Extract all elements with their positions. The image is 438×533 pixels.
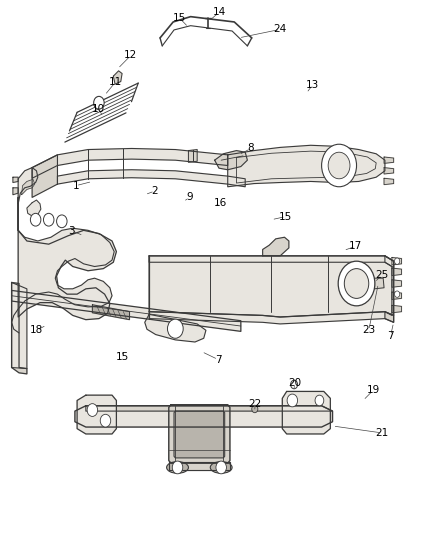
Polygon shape xyxy=(149,256,394,317)
Polygon shape xyxy=(392,257,402,265)
Polygon shape xyxy=(86,406,332,411)
Text: 20: 20 xyxy=(288,378,301,389)
Polygon shape xyxy=(32,149,228,178)
Circle shape xyxy=(30,213,41,226)
Polygon shape xyxy=(77,395,117,434)
Polygon shape xyxy=(392,292,402,300)
Text: 12: 12 xyxy=(124,51,138,60)
Polygon shape xyxy=(21,179,35,195)
Polygon shape xyxy=(174,411,225,458)
Polygon shape xyxy=(392,305,402,313)
Polygon shape xyxy=(57,169,245,187)
Polygon shape xyxy=(12,282,27,368)
Circle shape xyxy=(287,394,297,407)
Circle shape xyxy=(87,403,98,416)
Circle shape xyxy=(395,291,400,297)
Polygon shape xyxy=(12,290,241,332)
Text: 21: 21 xyxy=(375,428,389,438)
Text: 14: 14 xyxy=(212,7,226,18)
Circle shape xyxy=(100,414,111,427)
Text: 24: 24 xyxy=(273,25,287,35)
Polygon shape xyxy=(12,204,114,333)
Polygon shape xyxy=(13,188,18,195)
Polygon shape xyxy=(145,314,206,342)
Polygon shape xyxy=(113,71,122,84)
Text: 1: 1 xyxy=(72,181,79,191)
Text: 15: 15 xyxy=(279,212,293,222)
Circle shape xyxy=(94,96,104,109)
Polygon shape xyxy=(283,391,330,434)
Polygon shape xyxy=(149,256,394,268)
Circle shape xyxy=(290,380,297,389)
Polygon shape xyxy=(215,151,247,169)
Circle shape xyxy=(344,269,369,298)
Text: 18: 18 xyxy=(30,325,43,335)
Circle shape xyxy=(216,461,226,474)
Polygon shape xyxy=(169,405,230,463)
Circle shape xyxy=(43,213,54,226)
Circle shape xyxy=(338,261,375,306)
Polygon shape xyxy=(149,312,394,324)
Text: 25: 25 xyxy=(375,270,389,280)
Polygon shape xyxy=(384,157,394,164)
Polygon shape xyxy=(384,167,394,174)
Text: 7: 7 xyxy=(387,330,394,341)
Text: 15: 15 xyxy=(173,13,186,23)
Polygon shape xyxy=(169,462,230,470)
Polygon shape xyxy=(263,237,289,256)
Circle shape xyxy=(172,461,183,474)
Polygon shape xyxy=(374,278,384,289)
Polygon shape xyxy=(18,197,117,320)
Text: 19: 19 xyxy=(367,385,380,395)
Ellipse shape xyxy=(210,462,232,473)
Text: 13: 13 xyxy=(306,80,319,90)
Text: 17: 17 xyxy=(349,241,362,251)
Text: 15: 15 xyxy=(116,352,129,362)
Polygon shape xyxy=(27,200,41,216)
Polygon shape xyxy=(13,177,18,182)
Polygon shape xyxy=(385,256,394,322)
Circle shape xyxy=(328,152,350,179)
Polygon shape xyxy=(18,167,38,204)
Circle shape xyxy=(315,395,324,406)
Circle shape xyxy=(321,144,357,187)
Text: 23: 23 xyxy=(362,325,375,335)
Circle shape xyxy=(395,258,400,264)
Text: 3: 3 xyxy=(69,226,75,236)
Polygon shape xyxy=(188,150,197,163)
Circle shape xyxy=(252,405,258,413)
Text: 11: 11 xyxy=(109,77,122,87)
Polygon shape xyxy=(228,146,385,187)
Polygon shape xyxy=(384,178,394,184)
Text: 9: 9 xyxy=(187,192,193,203)
Text: 22: 22 xyxy=(249,399,262,409)
Text: 2: 2 xyxy=(152,186,158,196)
Text: 8: 8 xyxy=(247,143,254,154)
Polygon shape xyxy=(75,406,332,427)
Circle shape xyxy=(167,319,183,338)
Text: 7: 7 xyxy=(215,354,222,365)
Text: 16: 16 xyxy=(214,198,227,208)
Circle shape xyxy=(57,215,67,228)
Polygon shape xyxy=(92,305,130,320)
Ellipse shape xyxy=(166,462,188,473)
Polygon shape xyxy=(392,280,402,287)
Polygon shape xyxy=(392,268,402,276)
Polygon shape xyxy=(12,282,27,374)
Polygon shape xyxy=(32,155,57,197)
Text: 10: 10 xyxy=(92,103,105,114)
